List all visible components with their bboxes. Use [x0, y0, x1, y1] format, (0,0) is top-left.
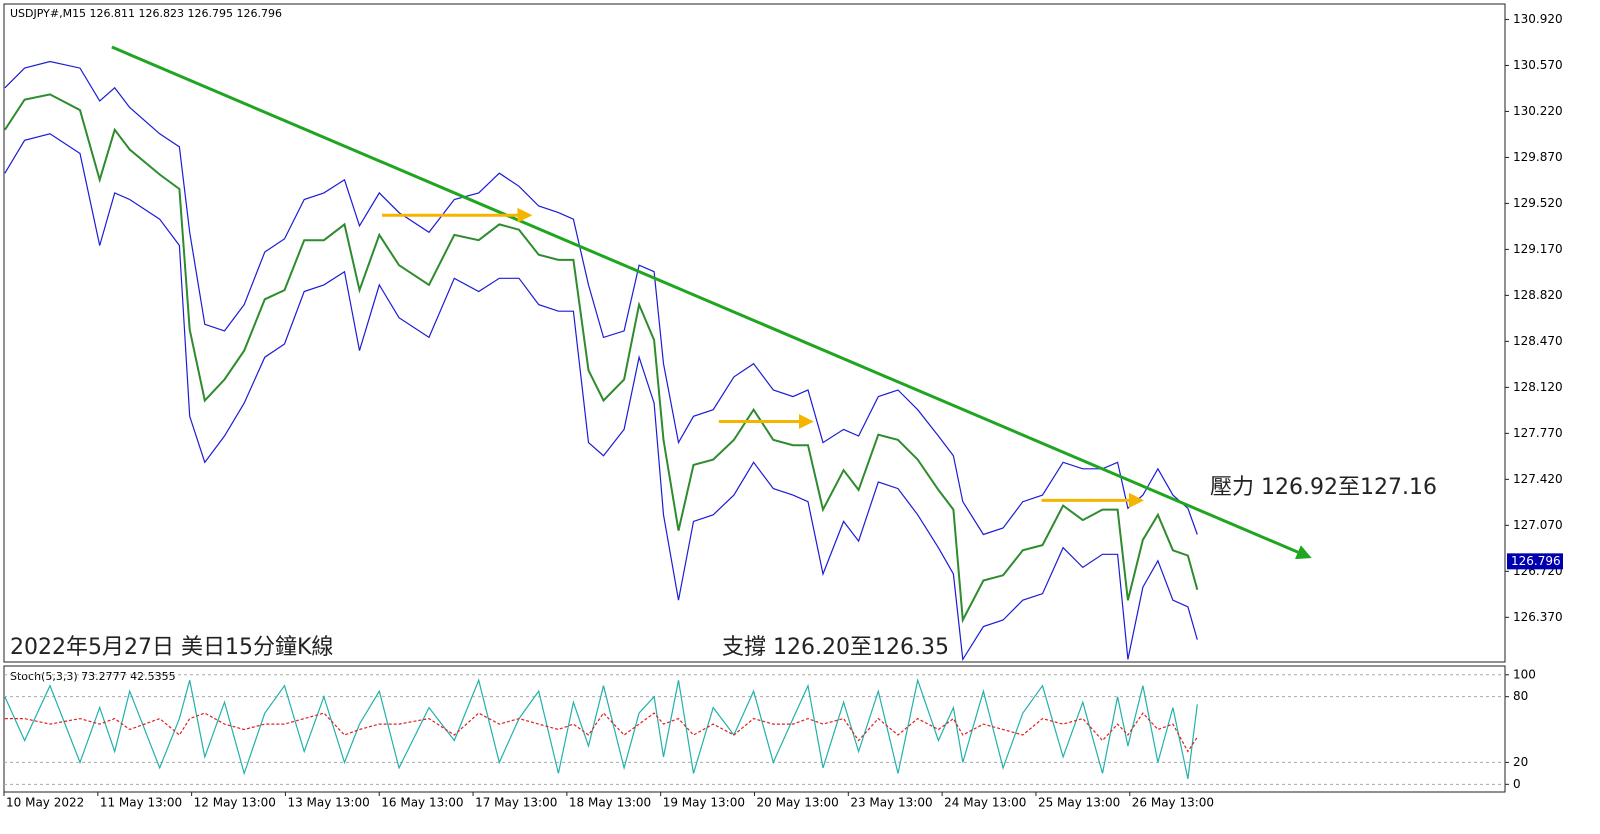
x-tick-label: 10 May 2022: [6, 796, 84, 810]
x-tick-label: 20 May 13:00: [757, 796, 839, 810]
y-tick-label: 100: [1513, 667, 1536, 681]
x-tick-label: 13 May 13:00: [287, 796, 369, 810]
series-line: [4, 712, 1198, 753]
annotation: 壓力 126.92至127.16: [1210, 475, 1437, 500]
y-tick-label: 0: [1513, 777, 1521, 791]
x-tick-label: 19 May 13:00: [663, 796, 745, 810]
price-tag-label: 126.796: [1511, 554, 1561, 568]
y-tick-label: 129.870: [1513, 150, 1563, 164]
annotation-line: [111, 45, 1312, 560]
y-tick-label: 127.420: [1513, 472, 1563, 486]
y-tick-label: 127.770: [1513, 426, 1563, 440]
annotation: 支撐 126.20至126.35: [722, 635, 949, 660]
series-line: [4, 133, 1198, 662]
chart-title: USDJPY#,M15 126.811 126.823 126.795 126.…: [10, 7, 282, 20]
price-tag: [1507, 553, 1563, 570]
x-tick-label: 16 May 13:00: [381, 796, 463, 810]
x-tick-label: 24 May 13:00: [944, 796, 1026, 810]
x-tick-label: 12 May 13:00: [194, 796, 276, 810]
stoch-panel: [3, 665, 1506, 793]
y-tick-label: 130.570: [1513, 58, 1563, 72]
y-tick-label: 128.120: [1513, 380, 1563, 394]
x-tick-label: 25 May 13:00: [1038, 796, 1120, 810]
annotation: 2022年5月27日 美日15分鐘K線: [10, 635, 333, 660]
y-tick-label: 129.170: [1513, 242, 1563, 256]
y-tick-label: 128.470: [1513, 334, 1563, 348]
stoch-title: Stoch(5,3,3) 73.2777 42.5355: [10, 670, 176, 683]
y-tick-label: 80: [1513, 689, 1528, 703]
x-tick-label: 18 May 13:00: [569, 796, 651, 810]
y-tick-label: 126.370: [1513, 610, 1563, 624]
y-tick-label: 20: [1513, 755, 1528, 769]
y-tick-label: 129.520: [1513, 196, 1563, 210]
series-line: [4, 677, 1198, 780]
series-line: [4, 60, 1198, 536]
x-tick-label: 11 May 13:00: [100, 796, 182, 810]
price-panel: [3, 3, 1506, 663]
y-tick-label: 127.070: [1513, 518, 1563, 532]
y-tick-label: 128.820: [1513, 288, 1563, 302]
x-tick-label: 23 May 13:00: [850, 796, 932, 810]
x-tick-label: 17 May 13:00: [475, 796, 557, 810]
x-tick-label: 26 May 13:00: [1132, 796, 1214, 810]
series-line: [4, 93, 1199, 624]
y-tick-label: 130.920: [1513, 12, 1563, 26]
y-tick-label: 130.220: [1513, 104, 1563, 118]
